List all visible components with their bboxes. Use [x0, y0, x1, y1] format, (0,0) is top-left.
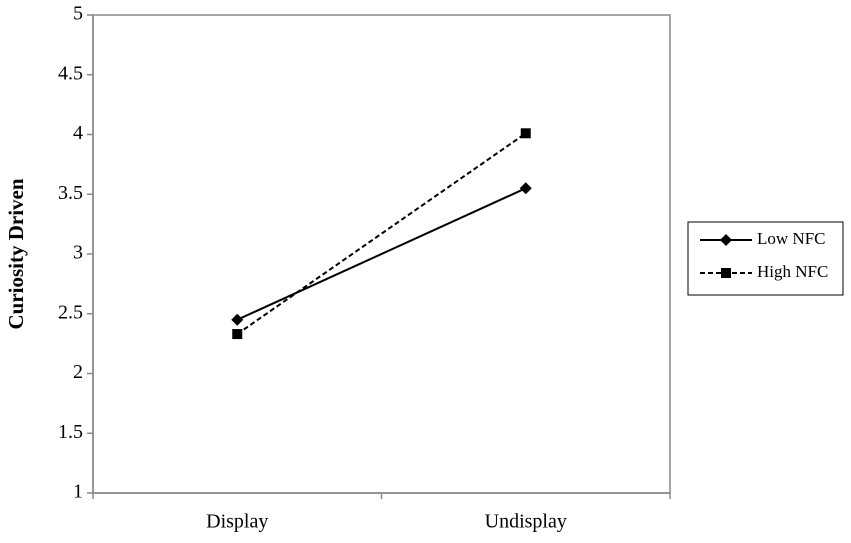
y-tick-label: 4.5	[58, 62, 83, 84]
y-tick-label: 1	[73, 481, 83, 503]
marker	[519, 182, 532, 195]
marker	[721, 268, 731, 278]
y-tick-label: 3	[73, 242, 83, 264]
y-tick-label: 5	[73, 3, 83, 25]
y-tick-label: 2	[73, 361, 83, 383]
y-tick-label: 1.5	[58, 421, 83, 443]
legend-label: High NFC	[757, 262, 828, 281]
y-tick-label: 4	[73, 122, 83, 144]
marker	[720, 234, 732, 246]
series-line	[236, 132, 527, 335]
x-tick-label: Display	[206, 511, 268, 533]
marker	[231, 313, 244, 326]
y-axis-label: Curiosity Driven	[4, 178, 28, 329]
x-tick-label: Undisplay	[485, 511, 567, 533]
marker	[232, 329, 243, 340]
y-tick-label: 2.5	[58, 301, 83, 323]
marker	[520, 128, 531, 139]
legend	[687, 221, 844, 296]
y-tick-label: 3.5	[58, 182, 83, 204]
legend-label: Low NFC	[757, 229, 825, 248]
series-line	[236, 187, 527, 321]
